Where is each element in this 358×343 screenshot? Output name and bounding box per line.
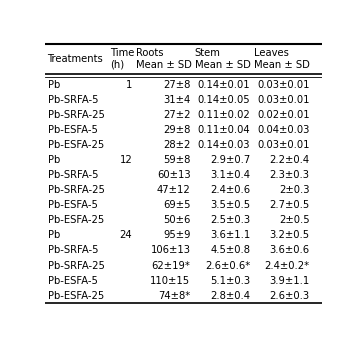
Text: Pb-SRFA-25: Pb-SRFA-25: [48, 185, 105, 195]
Text: 27±8: 27±8: [163, 80, 190, 90]
Text: Pb-ESFA-25: Pb-ESFA-25: [48, 140, 104, 150]
Text: Stem
Mean ± SD: Stem Mean ± SD: [195, 48, 251, 70]
Text: 47±12: 47±12: [157, 185, 190, 195]
Text: 3.9±1.1: 3.9±1.1: [270, 275, 310, 286]
Text: Treatments: Treatments: [48, 54, 103, 64]
Text: 2.2±0.4: 2.2±0.4: [270, 155, 310, 165]
Text: 2.3±0.3: 2.3±0.3: [270, 170, 310, 180]
Text: 27±2: 27±2: [163, 110, 190, 120]
Text: 3.5±0.5: 3.5±0.5: [210, 200, 250, 210]
Text: 2.4±0.2*: 2.4±0.2*: [265, 261, 310, 271]
Text: 12: 12: [120, 155, 132, 165]
Text: 0.14±0.03: 0.14±0.03: [198, 140, 250, 150]
Text: 28±2: 28±2: [163, 140, 190, 150]
Text: 2±0.5: 2±0.5: [279, 215, 310, 225]
Text: 2.4±0.6: 2.4±0.6: [210, 185, 250, 195]
Text: 0.03±0.01: 0.03±0.01: [257, 80, 310, 90]
Text: Pb-SRFA-5: Pb-SRFA-5: [48, 170, 98, 180]
Text: Time
(h): Time (h): [110, 48, 134, 70]
Text: Pb-SRFA-5: Pb-SRFA-5: [48, 95, 98, 105]
Text: 2.9±0.7: 2.9±0.7: [210, 155, 250, 165]
Text: 0.04±0.03: 0.04±0.03: [257, 125, 310, 135]
Text: Pb: Pb: [48, 230, 60, 240]
Text: 60±13: 60±13: [157, 170, 190, 180]
Text: 2.6±0.6*: 2.6±0.6*: [205, 261, 250, 271]
Text: Pb-SRFA-25: Pb-SRFA-25: [48, 261, 105, 271]
Text: 1: 1: [126, 80, 132, 90]
Text: 0.03±0.01: 0.03±0.01: [257, 140, 310, 150]
Text: Pb-ESFA-5: Pb-ESFA-5: [48, 200, 97, 210]
Text: 74±8*: 74±8*: [158, 291, 190, 300]
Text: Pb-ESFA-25: Pb-ESFA-25: [48, 215, 104, 225]
Text: 29±8: 29±8: [163, 125, 190, 135]
Text: Pb: Pb: [48, 80, 60, 90]
Text: 95±9: 95±9: [163, 230, 190, 240]
Text: 106±13: 106±13: [150, 246, 190, 256]
Text: 5.1±0.3: 5.1±0.3: [210, 275, 250, 286]
Text: Pb-ESFA-25: Pb-ESFA-25: [48, 291, 104, 300]
Text: 110±15: 110±15: [150, 275, 190, 286]
Text: 3.6±0.6: 3.6±0.6: [270, 246, 310, 256]
Text: 2±0.3: 2±0.3: [279, 185, 310, 195]
Text: 3.6±1.1: 3.6±1.1: [210, 230, 250, 240]
Text: 2.8±0.4: 2.8±0.4: [210, 291, 250, 300]
Text: 0.11±0.02: 0.11±0.02: [197, 110, 250, 120]
Text: 59±8: 59±8: [163, 155, 190, 165]
Text: Pb-SRFA-25: Pb-SRFA-25: [48, 110, 105, 120]
Text: Leaves
Mean ± SD: Leaves Mean ± SD: [254, 48, 310, 70]
Text: Roots
Mean ± SD: Roots Mean ± SD: [136, 48, 192, 70]
Text: Pb-ESFA-5: Pb-ESFA-5: [48, 125, 97, 135]
Text: 0.02±0.01: 0.02±0.01: [257, 110, 310, 120]
Text: Pb-ESFA-5: Pb-ESFA-5: [48, 275, 97, 286]
Text: 62±19*: 62±19*: [151, 261, 190, 271]
Text: 0.03±0.01: 0.03±0.01: [257, 95, 310, 105]
Text: Pb: Pb: [48, 155, 60, 165]
Text: Pb-SRFA-5: Pb-SRFA-5: [48, 246, 98, 256]
Text: 24: 24: [120, 230, 132, 240]
Text: 2.6±0.3: 2.6±0.3: [270, 291, 310, 300]
Text: 31±4: 31±4: [163, 95, 190, 105]
Text: 3.2±0.5: 3.2±0.5: [270, 230, 310, 240]
Text: 69±5: 69±5: [163, 200, 190, 210]
Text: 3.1±0.4: 3.1±0.4: [210, 170, 250, 180]
Text: 0.11±0.04: 0.11±0.04: [198, 125, 250, 135]
Text: 2.7±0.5: 2.7±0.5: [270, 200, 310, 210]
Text: 50±6: 50±6: [163, 215, 190, 225]
Text: 4.5±0.8: 4.5±0.8: [210, 246, 250, 256]
Text: 0.14±0.05: 0.14±0.05: [198, 95, 250, 105]
Text: 2.5±0.3: 2.5±0.3: [210, 215, 250, 225]
Text: 0.14±0.01: 0.14±0.01: [198, 80, 250, 90]
